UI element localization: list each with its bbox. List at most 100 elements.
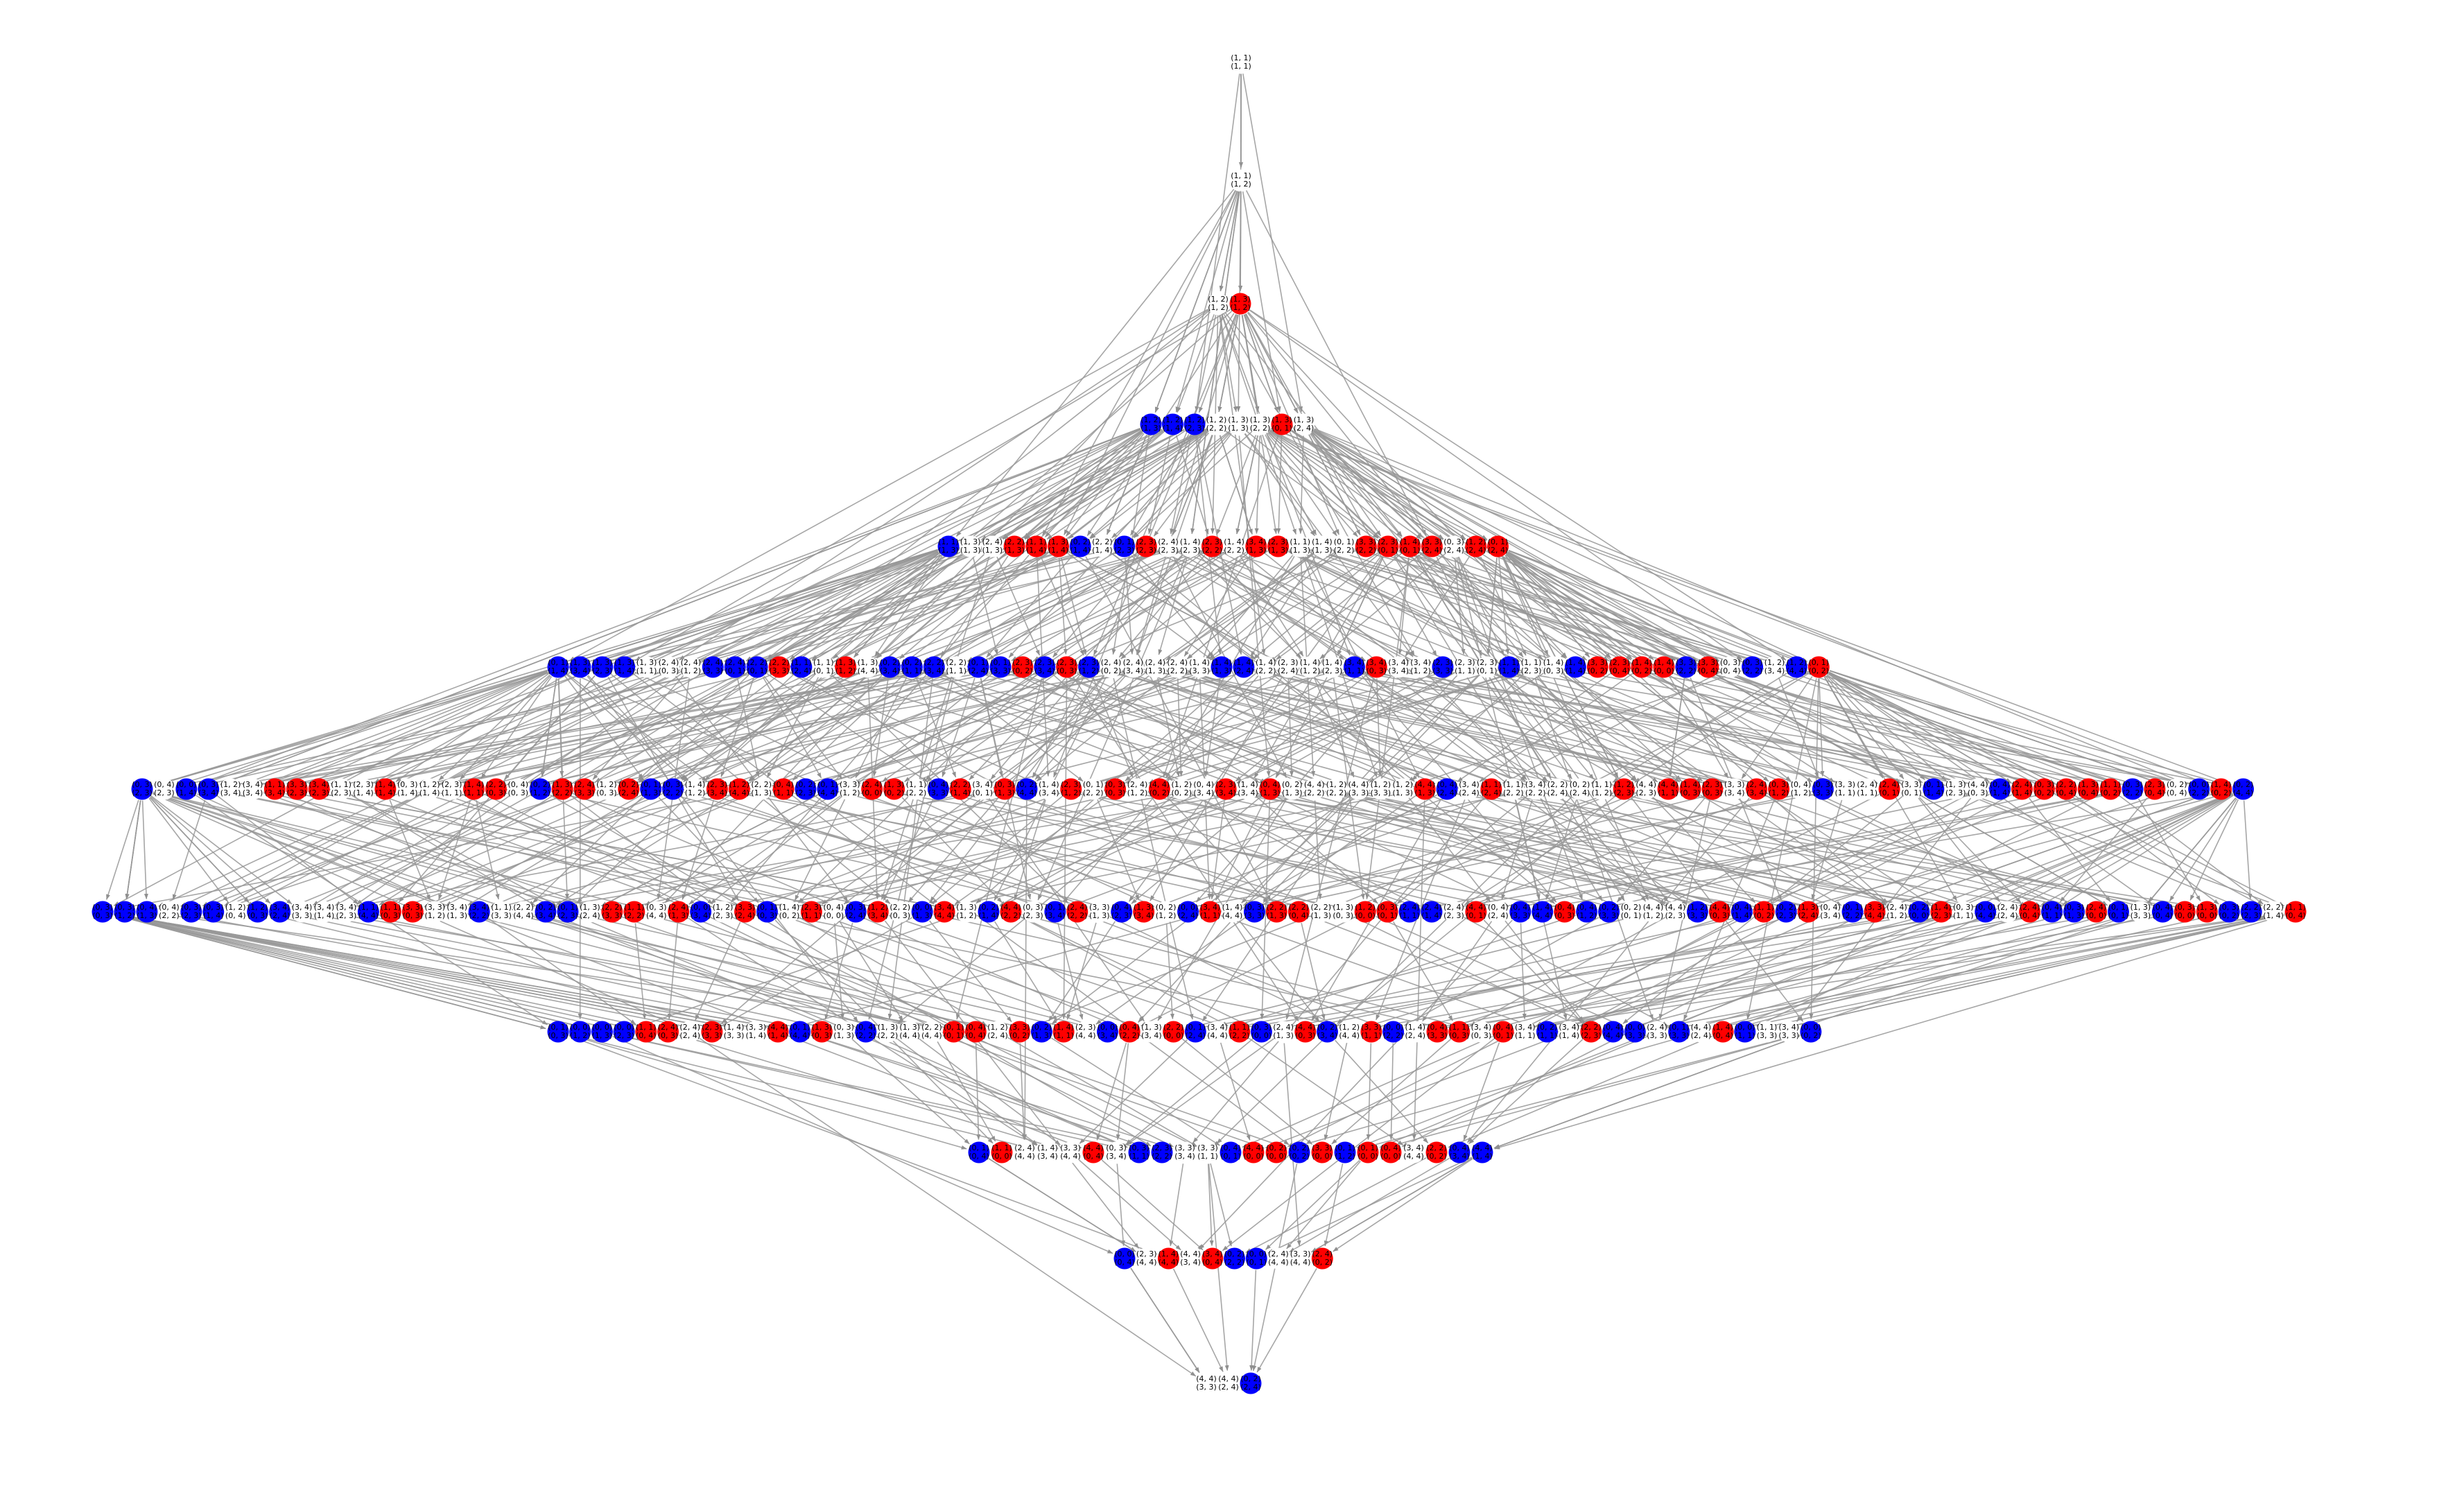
node-label: (4, 4) (0, 3) — [1710, 903, 1730, 920]
graph-edge — [1448, 1035, 1713, 1148]
graph-edge — [1376, 550, 2240, 908]
node-label: (3, 3) (2, 3) — [287, 780, 308, 797]
graph-edge — [1219, 191, 1240, 292]
graph-edge — [1468, 1039, 1584, 1145]
graph-node — [1476, 656, 1498, 678]
graph-edge — [114, 913, 722, 1031]
node-label: (0, 4) (0, 1) — [1493, 1023, 1513, 1040]
graph-edge — [1066, 433, 1145, 537]
node-label: (0, 2) (2, 4) — [618, 780, 639, 797]
graph-edge — [887, 678, 933, 1020]
node-label: (1, 1) (2, 4) — [791, 658, 812, 675]
node-label: (0, 3) (1, 2) — [114, 903, 135, 920]
graph-edge — [1140, 916, 1355, 1027]
graph-node — [2144, 778, 2166, 800]
node-label: (0, 4) (1, 2) — [1791, 780, 1812, 797]
graph-node — [569, 656, 591, 678]
graph-edge — [113, 914, 546, 1030]
graph-edge — [1167, 797, 1269, 903]
node-label: (1, 2) (4, 4) — [729, 780, 750, 797]
node-label: (0, 4) (3, 4) — [1449, 1143, 1470, 1161]
graph-node — [1514, 1021, 1536, 1043]
graph-node — [883, 778, 905, 800]
graph-edge — [150, 796, 271, 904]
node-label: (4, 4) (3, 3) — [1348, 780, 1369, 797]
graph-edge — [308, 671, 548, 784]
graph-edge — [1392, 921, 1453, 1021]
node-label: (0, 2) (3, 4) — [1317, 1023, 1338, 1040]
graph-edge — [822, 915, 1140, 1028]
graph-node — [1989, 778, 2011, 800]
graph-edge — [1188, 671, 1458, 785]
graph-edge — [834, 551, 1049, 662]
node-label: (1, 4) (2, 2) — [1224, 537, 1244, 555]
graph-edge — [1021, 914, 1469, 1030]
graph-edge — [1229, 915, 1577, 1029]
graph-node — [2011, 778, 2033, 800]
graph-node — [1170, 778, 1192, 800]
graph-node — [1448, 1141, 1470, 1163]
graph-node — [441, 778, 463, 800]
graph-edge — [1249, 309, 1742, 660]
graph-node — [1797, 901, 1819, 923]
node-label: (0, 3) (0, 0) — [1251, 1023, 1272, 1040]
node-label: (2, 4) (0, 1) — [1879, 780, 1900, 797]
node-label: (3, 4) (3, 4) — [1388, 658, 1409, 675]
node-label: (0, 1) (2, 2) — [1842, 903, 1863, 920]
graph-edge — [1216, 796, 1572, 1144]
graph-edge — [724, 551, 939, 662]
node-label: (2, 4) (0, 0) — [2086, 903, 2107, 920]
graph-node — [684, 778, 706, 800]
graph-node — [1220, 1141, 1242, 1163]
node-label: (0, 1) (0, 4) — [969, 1143, 989, 1161]
graph-edge — [1021, 916, 1251, 1027]
graph-node — [614, 656, 636, 678]
graph-edge — [1494, 914, 2285, 1150]
node-label: (2, 4) (0, 4) — [2020, 903, 2040, 920]
node-label: (1, 2) (2, 2) — [1206, 415, 1227, 433]
graph-edge — [1181, 1038, 1313, 1145]
graph-edge — [1222, 551, 1842, 906]
graph-node — [706, 778, 728, 800]
graph-edge — [2137, 798, 2201, 901]
graph-edge — [1248, 1037, 1404, 1146]
graph-edge — [1199, 551, 1410, 662]
node-label: (2, 3) (2, 4) — [1278, 658, 1299, 675]
node-label: (1, 4) (0, 3) — [1543, 658, 1564, 675]
graph-edge — [1313, 429, 1742, 661]
graph-node — [822, 901, 844, 923]
graph-edge — [285, 793, 1128, 1148]
node-label: (2, 3) (3, 4) — [1215, 780, 1236, 797]
node-label: (2, 4) (1, 1) — [1399, 903, 1420, 920]
graph-edge — [766, 673, 928, 783]
node-label: (2, 2) (1, 3) — [751, 780, 772, 797]
graph-node — [1242, 1141, 1265, 1163]
node-label: (3, 3) (2, 2) — [1676, 658, 1697, 675]
graph-node — [1642, 901, 1664, 923]
graph-edge — [1376, 548, 1763, 664]
node-label: (2, 3) (2, 2) — [1202, 537, 1223, 555]
graph-node — [1414, 778, 1436, 800]
graph-node — [1602, 1021, 1624, 1043]
graph-node — [1613, 778, 1635, 800]
node-label: (1, 3) (1, 2) — [1230, 295, 1251, 312]
node-label: (0, 0) (3, 3) — [1625, 1023, 1646, 1040]
graph-node — [2174, 901, 2196, 923]
graph-node — [789, 1021, 811, 1043]
graph-edge — [1467, 797, 1750, 1143]
graph-node — [2218, 901, 2240, 923]
graph-node — [2129, 901, 2151, 923]
node-label: (1, 1) (1, 2) — [1231, 171, 1251, 189]
graph-node — [357, 901, 379, 923]
graph-node — [1025, 535, 1048, 557]
node-label: (1, 3) (2, 3) — [592, 658, 613, 675]
graph-edge — [1289, 1157, 1450, 1253]
node-label: (1, 3) (2, 4) — [1798, 903, 1819, 920]
graph-node — [1377, 535, 1399, 557]
node-label: (3, 3) (0, 0) — [1312, 1143, 1333, 1161]
graph-edge — [534, 914, 986, 1030]
graph-node — [911, 901, 933, 923]
graph-node — [1201, 535, 1223, 557]
graph-edge — [286, 790, 888, 910]
graph-edge — [645, 914, 1096, 1030]
